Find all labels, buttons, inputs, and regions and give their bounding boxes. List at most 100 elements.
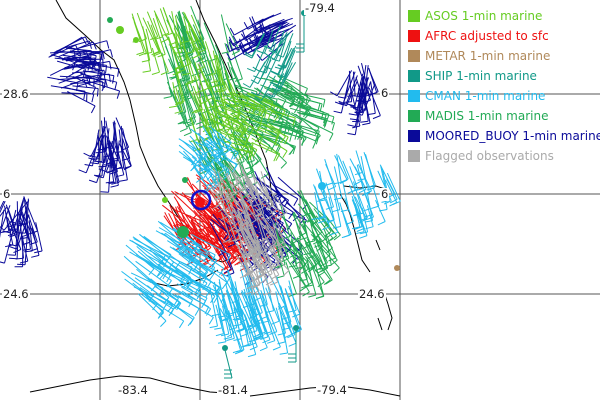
wind-barb [203,155,215,183]
wind-barb [277,113,301,125]
wind-barb-flag [315,295,324,300]
wind-barb [333,193,342,227]
wind-barb [220,14,231,52]
wind-barb [296,237,304,268]
wind-barb-flag [202,282,208,291]
wind-barb-flag [260,197,269,203]
wind-barb-flag [83,152,92,158]
legend-swatch [408,10,420,22]
wind-barb [169,246,198,266]
wind-barb [190,117,198,140]
wind-barb-flag [256,53,263,61]
wind-barb [323,227,337,259]
wind-barb [244,93,275,109]
wind-barb-flag [243,224,252,228]
wind-barb-flag [166,254,172,262]
wind-barb-flag [293,121,297,130]
wind-barb-flag [206,182,215,186]
wind-barb [291,112,320,129]
wind-barb [267,86,299,107]
wind-barb-flag [84,36,90,45]
wind-barb-flag [333,234,341,241]
wind-barb-flag [279,251,285,259]
wind-barb [246,259,261,284]
wind-barb [314,244,326,270]
wind-barb-flag [154,36,163,40]
wind-barb [137,293,167,322]
wind-barb-flag [299,245,308,251]
wind-barb-flag [264,110,267,119]
wind-barb-flag [198,48,207,53]
wind-barb-flag [201,300,206,308]
wind-barb-flag [253,335,261,340]
wind-barb-flag [182,72,191,76]
wind-barb-flag [105,181,114,184]
wind-barb [122,138,132,167]
wind-barb-flag [244,241,253,245]
wind-barb [191,146,206,169]
legend-swatch [408,70,420,82]
wind-barb-flag [347,132,356,136]
wind-barb-flag [228,239,236,243]
wind-barb [133,21,145,53]
wind-barb [351,196,364,227]
wind-barb-flag [106,40,110,49]
wind-barb-flag [301,284,310,289]
wind-barb-flag [229,196,237,202]
wind-barb [85,139,100,173]
wind-barb-flag [102,81,104,90]
lon-label-bottom-3: -79.4 [316,383,348,397]
wind-barb [183,178,214,216]
wind-barb [162,257,193,281]
wind-barb-flag [191,46,200,52]
wind-barb-flag [195,177,204,183]
wind-barb-flag [333,110,342,114]
wind-barb-flag [362,208,371,212]
wind-barb-flag [276,73,285,78]
wind-barb [132,282,165,309]
wind-barb-flag [339,179,348,185]
wind-barb-flag [228,41,233,50]
wind-barb [282,40,292,70]
wind-barb [162,7,177,43]
barb-cluster-moored-buoy-min-marine [0,192,43,268]
wind-barb-flag [251,147,254,156]
wind-barb [17,200,25,224]
wind-barb-flag [96,88,99,97]
wind-barb [160,268,201,288]
ship-barb [224,349,233,379]
wind-barb-flag [213,287,220,295]
wind-barb [48,44,76,58]
wind-barb [183,16,191,41]
wind-barb-flag [190,165,197,172]
wind-barb-flag [265,280,274,286]
wind-barb [178,253,207,276]
wind-barb [235,187,249,210]
wind-barb [265,42,277,74]
wind-barb [235,126,263,138]
wind-barb [208,186,220,206]
wind-barb-flag [233,338,242,341]
wind-barb [292,91,326,100]
wind-barb [258,267,268,305]
wind-barb [147,20,161,54]
wind-barb-flag [115,174,124,178]
wind-barb [262,22,287,35]
wind-barb-flag [367,184,376,188]
legend-label: CMAN 1-min marine [425,89,546,103]
wind-barb [224,42,237,79]
wind-barb-flag [92,59,95,68]
wind-barb [253,176,274,206]
wind-barb-flag [194,308,200,316]
wind-barb-flag [241,186,250,191]
wind-barb [50,51,75,54]
wind-barb-flag [226,218,235,223]
wind-barb [318,244,340,269]
wind-barb-flag [244,291,253,295]
wind-barb-flag [218,169,226,175]
wind-barb [212,50,220,81]
wind-barb-flag [235,228,244,233]
wind-barb [184,13,200,48]
wind-barb-flag [234,350,243,355]
wind-barb [348,70,353,102]
